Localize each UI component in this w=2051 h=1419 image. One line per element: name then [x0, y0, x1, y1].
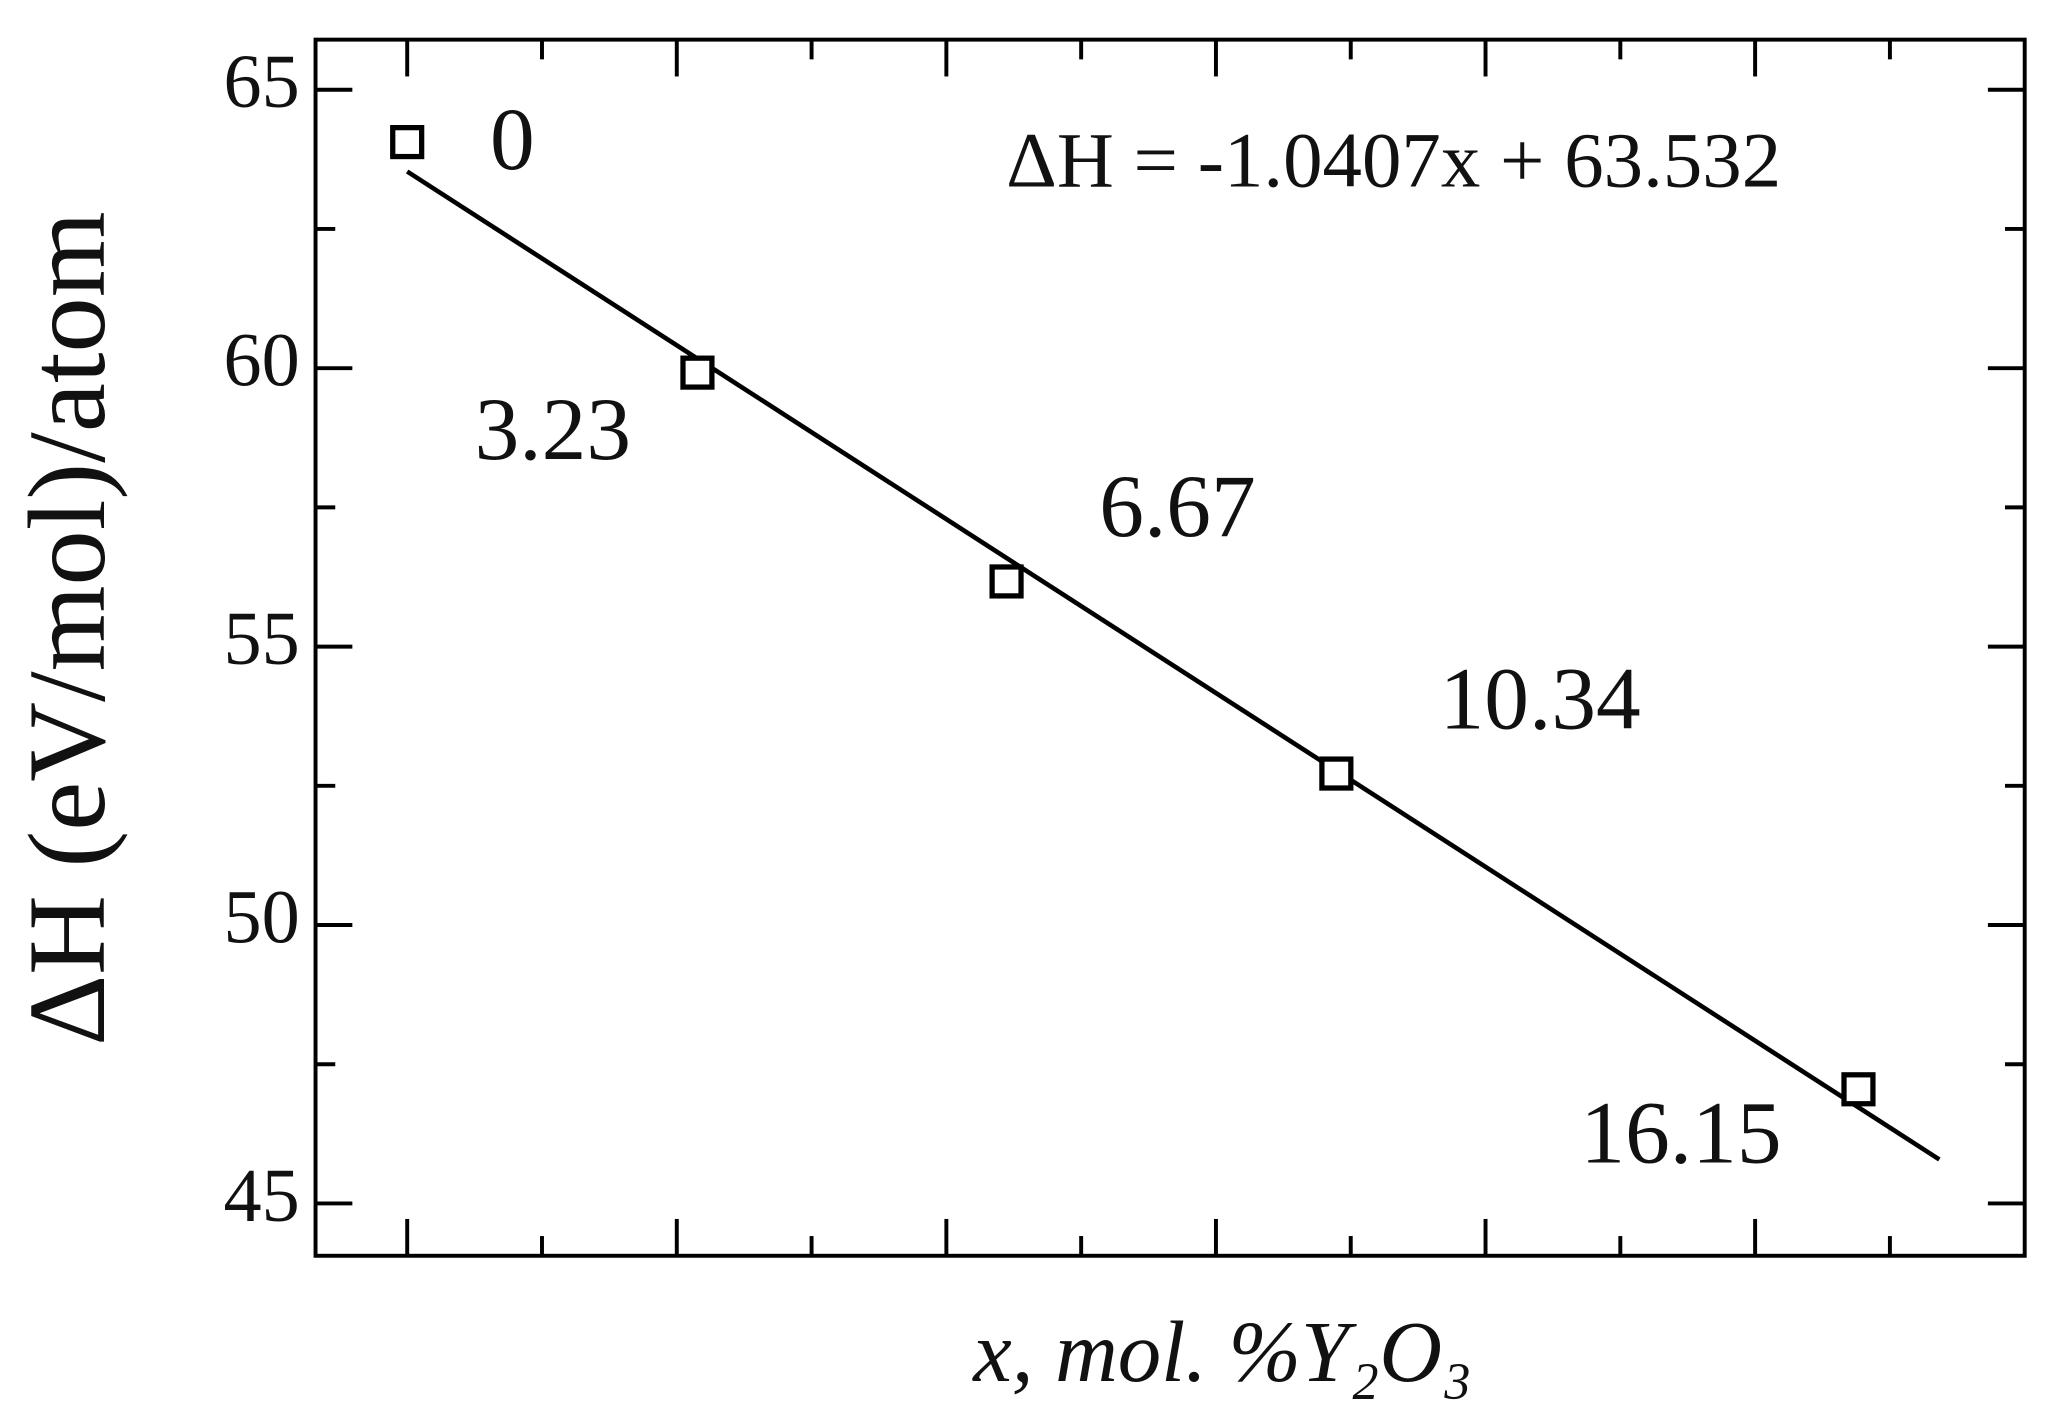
point-label: 6.67: [1099, 457, 1255, 556]
point: [989, 564, 1024, 599]
point-label: 16.15: [1580, 1083, 1781, 1182]
y-tick-label: 45: [224, 1154, 300, 1238]
y-tick-label: 55: [224, 597, 300, 681]
point: [1841, 1072, 1876, 1107]
point: [1319, 756, 1354, 791]
point-label: 0: [490, 90, 535, 189]
point: [390, 125, 425, 160]
equation-annotation: ΔH = -1.0407x + 63.532: [1006, 118, 1781, 205]
point: [680, 355, 715, 390]
plot-frame: [313, 37, 2027, 1258]
y-axis-label: ΔH (eV/mol)/atom: [6, 211, 128, 1046]
x-axis-label: x, mol. %Y₂O₃: [971, 1304, 1472, 1400]
y-tick-label: 50: [224, 876, 300, 960]
point-label: 10.34: [1440, 649, 1641, 748]
y-tick-label: 60: [224, 319, 300, 403]
point-label: 3.23: [475, 380, 631, 479]
fit-line: [405, 169, 1941, 1162]
y-tick-label: 65: [224, 40, 300, 124]
